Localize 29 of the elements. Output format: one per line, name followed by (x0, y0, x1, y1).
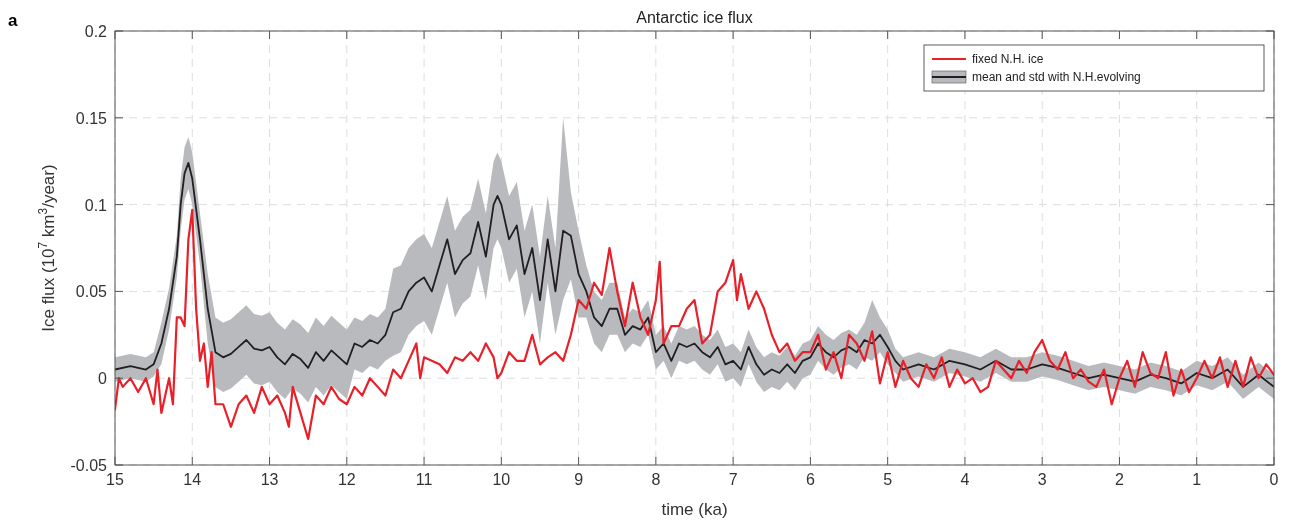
y-tick-label: 0.2 (84, 23, 108, 40)
x-tick-label: 14 (183, 471, 202, 488)
x-tick-label: 13 (260, 471, 279, 488)
y-tick-label: 0.05 (75, 283, 108, 301)
line-series (115, 208, 1274, 441)
y-tick-label: 0.15 (75, 109, 108, 127)
x-tick-label: 8 (651, 471, 661, 488)
x-tick-label: 11 (415, 471, 433, 488)
x-tick-label: 6 (805, 471, 815, 488)
x-tick-label: 10 (492, 471, 511, 488)
chart-title: Antarctic ice flux (636, 9, 753, 26)
x-tick-label: 4 (960, 471, 970, 488)
x-tick-label: 12 (337, 471, 356, 488)
text: a (8, 11, 18, 30)
legend-label: fixed N.H. ice (972, 52, 1044, 66)
legend-label: mean and std with N.H.evolving (972, 70, 1141, 84)
line-series (115, 162, 1274, 388)
x-tick-label: 5 (883, 471, 893, 488)
y-tick-label: 0.1 (84, 196, 108, 214)
x-tick-label: 3 (1037, 471, 1047, 488)
x-tick-label: 2 (1115, 471, 1125, 488)
y-tick-label: -0.05 (70, 457, 108, 474)
y-tick-label: 0 (98, 370, 108, 388)
x-tick-label: 15 (106, 471, 124, 488)
x-tick-label: 0 (1269, 471, 1279, 488)
x-tick-label: 9 (574, 471, 584, 488)
x-tick-label: 1 (1192, 471, 1202, 488)
x-axis-title: time (ka) (661, 500, 728, 519)
x-tick-label: 7 (728, 471, 738, 488)
